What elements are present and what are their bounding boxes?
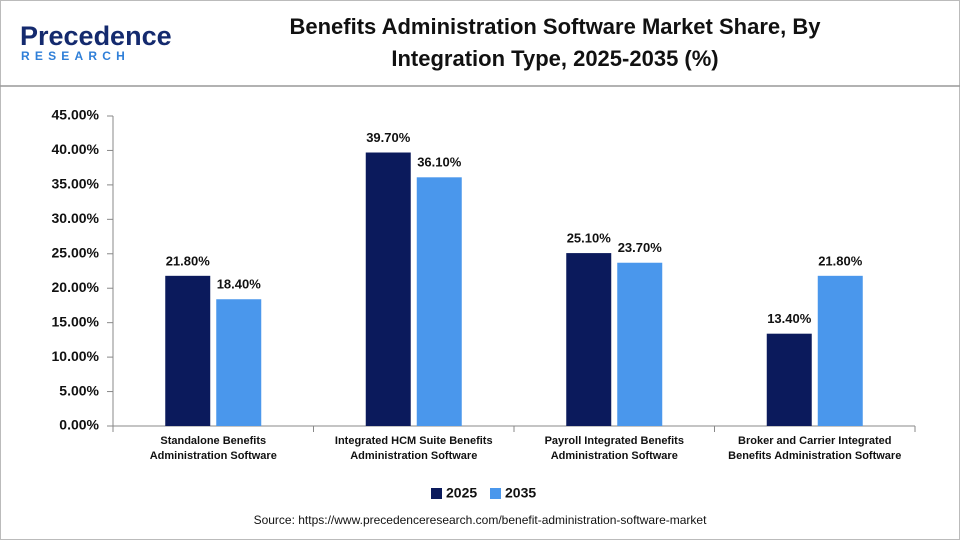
bar [817, 275, 863, 426]
y-tick-label: 15.00% [52, 313, 100, 329]
y-tick-label: 35.00% [52, 176, 100, 192]
legend-label: 2035 [505, 485, 536, 501]
bar [365, 152, 411, 426]
x-tick-label: Payroll Integrated Benefits Administratio… [545, 435, 684, 462]
legend-label: 2025 [446, 485, 477, 501]
y-tick-label: 5.00% [59, 382, 99, 398]
source: Source: https://www.precedenceresearch.c… [254, 513, 708, 527]
legend-swatch [490, 488, 501, 499]
value-label: 36.10% [417, 155, 462, 170]
chart-title: Benefits Administration Software Market … [290, 14, 822, 71]
bar [216, 299, 262, 426]
value-label: 13.40% [767, 311, 812, 326]
logo-tagline: RESEARCH [21, 49, 130, 63]
value-label: 25.10% [567, 231, 612, 246]
y-tick-label: 45.00% [52, 107, 100, 123]
y-tick-label: 25.00% [52, 244, 100, 260]
x-tick-label: Integrated HCM Suite Benefits Administrat… [335, 435, 493, 462]
value-label: 39.70% [366, 130, 411, 145]
bar [766, 333, 812, 426]
y-tick-label: 40.00% [52, 141, 100, 157]
value-label: 21.80% [166, 253, 211, 268]
y-tick-label: 20.00% [52, 279, 100, 295]
x-tick-label: Broker and Carrier Integrated Benefits Ad… [728, 435, 901, 462]
bar [617, 262, 663, 426]
x-tick-label: Standalone Benefits Administration Softwa… [150, 435, 277, 462]
bar [416, 177, 462, 426]
value-label: 23.70% [618, 240, 663, 255]
value-label: 18.40% [217, 277, 262, 292]
y-tick-label: 0.00% [59, 417, 99, 433]
legend-swatch [431, 488, 442, 499]
logo-name: Precedence [20, 21, 172, 51]
value-label: 21.80% [818, 253, 863, 268]
y-tick-label: 10.00% [52, 348, 100, 364]
y-tick-label: 30.00% [52, 210, 100, 226]
bar [566, 253, 612, 426]
bar [165, 275, 211, 426]
